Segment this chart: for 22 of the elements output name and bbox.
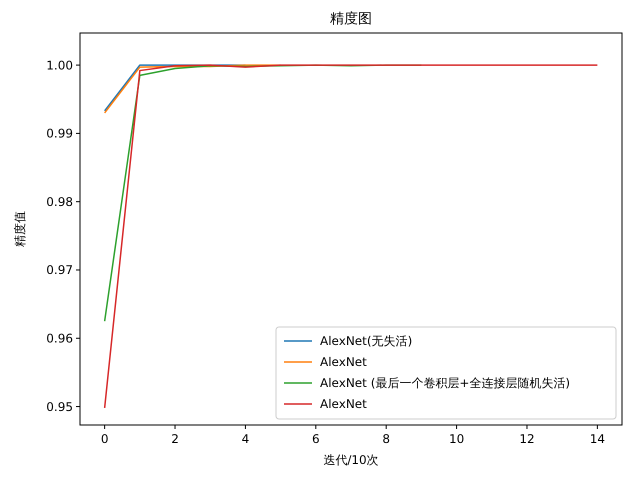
chart-title: 精度图	[330, 11, 372, 27]
y-axis-title: 精度值	[13, 211, 27, 247]
x-tick-label: 0	[100, 432, 108, 446]
x-tick-label: 6	[312, 432, 320, 446]
x-tick-label: 4	[242, 432, 250, 446]
y-tick-label: 0.95	[46, 400, 73, 414]
y-tick-label: 1.00	[46, 58, 73, 72]
y-tick-label: 0.96	[46, 331, 73, 346]
line-series	[104, 64, 598, 409]
x-tick-label: 14	[590, 432, 606, 446]
x-axis-title: 迭代/10次	[323, 453, 379, 467]
legend-label: AlexNet	[320, 355, 368, 370]
x-tick-label: 8	[382, 432, 390, 446]
legend-label: AlexNet (最后一个卷积层+全连接层随机失活)	[320, 376, 570, 390]
y-tick-label: 0.99	[46, 126, 73, 141]
legend-label: AlexNet(无失活)	[320, 334, 412, 348]
x-tick-label: 2	[171, 432, 179, 446]
x-tick-label: 12	[519, 432, 535, 446]
y-tick-label: 0.97	[46, 263, 73, 278]
y-tick-label: 0.98	[46, 194, 73, 209]
legend-label: AlexNet	[320, 397, 368, 412]
x-tick-label: 10	[448, 432, 464, 446]
